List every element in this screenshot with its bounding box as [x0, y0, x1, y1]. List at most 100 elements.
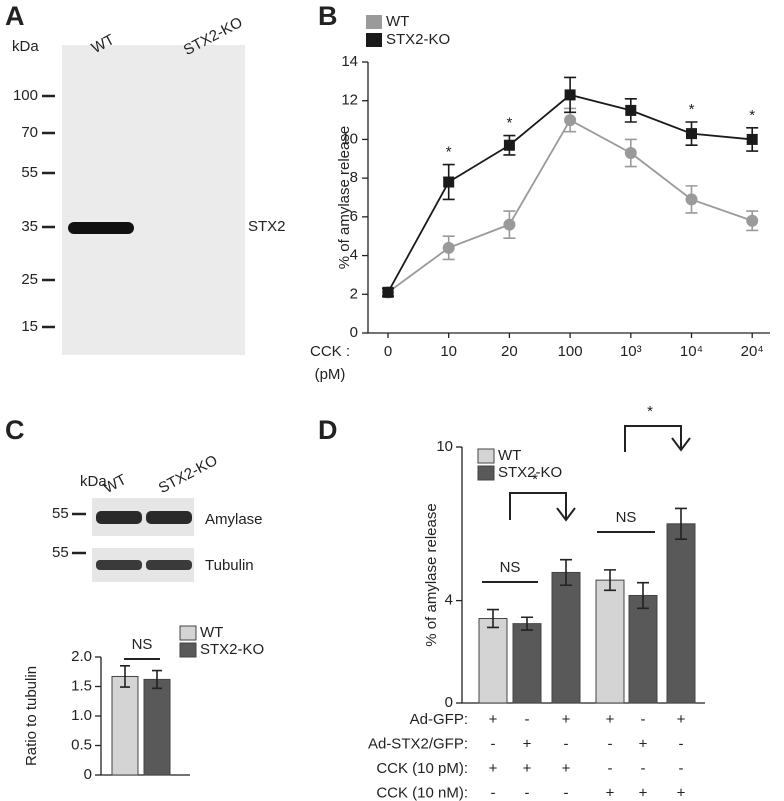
point — [686, 128, 697, 140]
x-tick-label: 10 — [440, 343, 457, 360]
condition-mark: + — [489, 760, 498, 777]
condition-mark: + — [562, 711, 571, 728]
marker-label: 100 — [13, 87, 38, 104]
point — [746, 214, 759, 227]
y-tick-label: 10 — [341, 130, 358, 147]
blot-a-membrane — [62, 45, 245, 355]
condition-mark: + — [606, 784, 615, 801]
condition-mark: - — [641, 760, 646, 777]
condition-label: CCK (10 pM): — [376, 760, 468, 777]
point — [746, 133, 758, 145]
annotation: NS — [132, 636, 153, 653]
bar — [478, 618, 508, 704]
point — [564, 114, 577, 127]
point — [443, 176, 455, 188]
legend-label: WT — [386, 13, 409, 30]
significance: * — [749, 107, 755, 124]
bracket — [509, 492, 567, 520]
condition-mark: - — [679, 760, 684, 777]
condition-label: CCK (10 nM): — [376, 784, 468, 801]
significance: * — [446, 144, 452, 161]
condition-mark: - — [641, 711, 646, 728]
error-bar — [637, 581, 649, 610]
legend-swatch — [179, 625, 197, 641]
point — [382, 286, 394, 298]
x-tick-label: 10⁴ — [680, 343, 703, 360]
x-axis-unit: (pM) — [315, 366, 346, 383]
condition-mark: - — [491, 735, 496, 752]
tubulin-band — [146, 560, 192, 570]
y-tick-label: 4 — [350, 247, 358, 264]
unit-label: kDa — [12, 38, 39, 55]
condition-mark: - — [525, 711, 530, 728]
x-tick-label: 10³ — [620, 343, 642, 360]
marker-label: 15 — [21, 318, 38, 335]
tubulin-band — [96, 560, 142, 570]
marker-label: 55 — [52, 544, 69, 561]
legend-swatch — [477, 465, 495, 481]
y-axis-label: % of amylase release — [336, 126, 353, 269]
condition-mark: - — [608, 735, 613, 752]
row-label: Tubulin — [205, 557, 254, 574]
x-tick-label: 20⁴ — [741, 343, 764, 360]
panel-label: D — [318, 415, 338, 445]
unit-label: kDa — [80, 473, 107, 490]
condition-mark: - — [679, 735, 684, 752]
y-tick-label: 2.0 — [71, 648, 92, 665]
point — [442, 241, 455, 254]
legend-swatch — [366, 33, 382, 47]
significance: * — [506, 115, 512, 132]
point — [503, 139, 515, 151]
arrow-head — [556, 507, 576, 522]
condition-mark: - — [608, 760, 613, 777]
condition-mark: + — [677, 711, 686, 728]
condition-mark: - — [491, 784, 496, 801]
condition-mark: + — [677, 784, 686, 801]
y-axis-label: % of amylase release — [423, 503, 440, 646]
y-tick-label: 8 — [350, 169, 358, 186]
y-axis-label: Ratio to tubulin — [23, 666, 40, 766]
condition-mark: - — [564, 784, 569, 801]
y-tick-label: 4 — [445, 592, 453, 609]
legend-swatch — [366, 15, 382, 29]
stx2-band — [68, 222, 134, 234]
y-tick-label: 10 — [436, 438, 453, 455]
bar — [628, 594, 658, 704]
bracket-label: * — [647, 403, 653, 420]
legend-label: STX2-KO — [386, 31, 450, 48]
condition-mark: + — [489, 711, 498, 728]
error-bar — [120, 665, 130, 688]
panel-label: B — [318, 1, 338, 31]
condition-mark: + — [562, 760, 571, 777]
error-bar — [487, 608, 499, 629]
legend-swatch — [179, 642, 197, 658]
error-bar — [521, 616, 533, 631]
condition-label: Ad-GFP: — [410, 711, 468, 728]
error-bar — [560, 558, 572, 587]
y-tick-label: 0 — [445, 694, 453, 711]
error-bar — [152, 669, 162, 690]
bar — [143, 678, 171, 776]
point — [503, 218, 516, 231]
bar — [595, 579, 625, 704]
x-tick-label: 20 — [501, 343, 518, 360]
legend-label: WT — [200, 624, 223, 641]
point — [564, 89, 576, 101]
amylase-band — [96, 511, 142, 524]
y-tick-label: 0.5 — [71, 736, 92, 753]
x-axis-label: CCK : — [310, 343, 350, 360]
point — [624, 146, 637, 159]
y-tick-label: 14 — [341, 53, 358, 70]
legend-label: STX2-KO — [498, 464, 562, 481]
point — [625, 104, 637, 116]
point — [685, 193, 698, 206]
y-tick-label: 0 — [84, 766, 92, 783]
marker-label: 55 — [21, 164, 38, 181]
y-tick-label: 1.5 — [71, 677, 92, 694]
axis-line — [367, 62, 770, 334]
error-bar — [604, 569, 616, 592]
legend-label: WT — [498, 447, 521, 464]
condition-mark: + — [639, 735, 648, 752]
legend-label: STX2-KO — [200, 641, 264, 658]
